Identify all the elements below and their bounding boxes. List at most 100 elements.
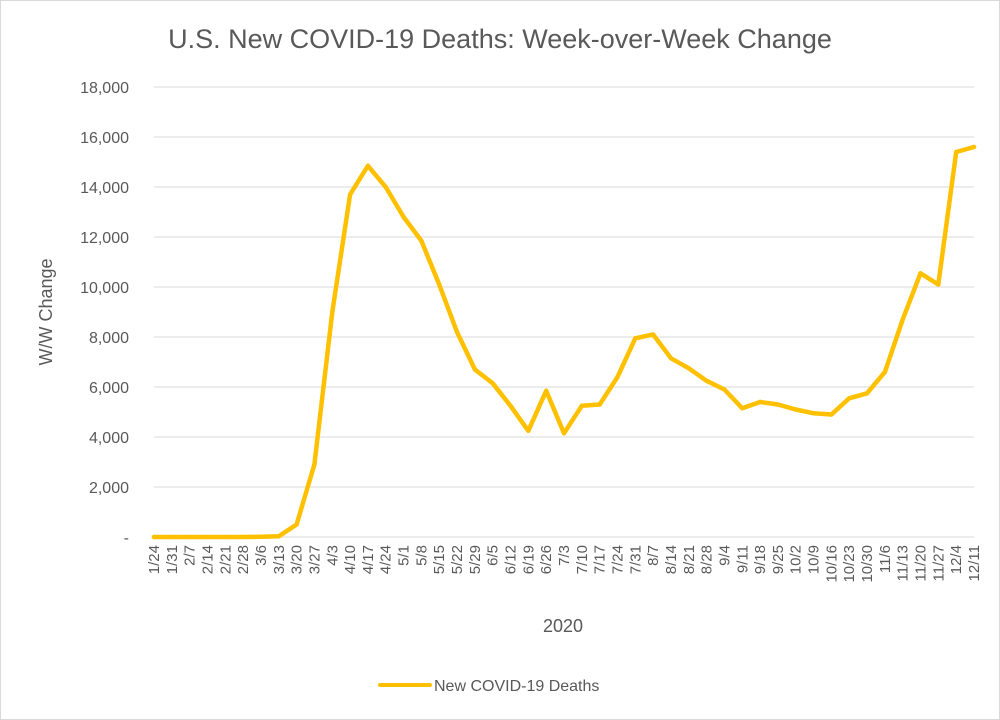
data-point: [847, 396, 852, 401]
chart-title: U.S. New COVID-19 Deaths: Week-over-Week…: [168, 24, 832, 54]
data-point: [704, 378, 709, 383]
data-point: [454, 329, 460, 335]
data-point: [437, 282, 442, 287]
x-tick-label: 7/17: [592, 545, 609, 574]
x-tick-label: 5/29: [467, 545, 484, 574]
x-tick-label: 10/23: [841, 545, 858, 583]
data-point: [294, 522, 299, 527]
data-point: [508, 403, 513, 408]
x-tick-label: 7/24: [609, 545, 626, 574]
x-tick-label: 11/6: [877, 545, 894, 573]
x-tick-label: 12/11: [966, 545, 983, 581]
data-point: [740, 406, 745, 411]
y-axis-label: W/W Change: [36, 258, 56, 365]
series-line: [151, 144, 977, 540]
data-point: [597, 402, 602, 407]
data-point: [365, 163, 371, 168]
x-tick-label: 10/30: [859, 545, 876, 583]
y-tick-label: 2,000: [89, 480, 129, 497]
y-tick-label: 18,000: [80, 80, 129, 97]
x-tick-label: 4/3: [324, 545, 341, 566]
data-point: [650, 332, 656, 337]
y-axis-ticks: - 2,000 4,000 6,000 8,000 10,000 12,000 14,000 1…: [80, 80, 129, 547]
x-tick-label: 4/10: [342, 545, 359, 574]
legend-label: New COVID-19 Deaths: [434, 678, 599, 695]
y-tick-label: 4,000: [89, 430, 129, 447]
x-tick-label: 7/10: [574, 545, 591, 574]
data-point: [526, 428, 531, 433]
x-tick-label: 9/4: [716, 545, 733, 566]
x-tick-label: 7/3: [556, 545, 573, 566]
x-tick-label: 10/16: [823, 545, 840, 583]
x-axis-label: 2020: [543, 616, 583, 636]
data-point: [971, 144, 977, 150]
x-tick-label: 4/17: [360, 545, 377, 574]
x-tick-label: 11/27: [930, 545, 947, 581]
x-tick-label: 6/5: [485, 545, 502, 566]
data-point: [722, 387, 727, 392]
data-point: [633, 336, 638, 341]
data-point: [668, 356, 674, 361]
data-point: [258, 534, 264, 539]
data-point: [936, 282, 941, 287]
x-tick-label: 2/28: [235, 545, 252, 574]
x-tick-label: 3/6: [253, 545, 270, 566]
x-tick-label: 9/18: [752, 545, 769, 574]
data-point: [864, 391, 870, 396]
y-tick-label: 16,000: [80, 130, 129, 147]
data-point: [953, 149, 959, 155]
data-point: [347, 192, 353, 197]
data-point: [918, 271, 923, 276]
x-tick-label: 8/21: [681, 545, 698, 574]
data-point: [169, 534, 175, 540]
data-point: [187, 534, 192, 540]
data-point: [900, 317, 905, 322]
data-point: [205, 534, 210, 540]
data-point: [543, 388, 549, 393]
x-tick-label: 5/15: [431, 545, 448, 574]
x-tick-label: 3/27: [306, 545, 323, 574]
x-tick-label: 12/4: [948, 545, 965, 574]
x-tick-label: 2/14: [199, 545, 216, 574]
x-tick-label: 2/7: [182, 545, 199, 566]
x-tick-label: 3/20: [289, 545, 306, 574]
y-tick-label: 14,000: [80, 180, 129, 197]
data-point: [579, 403, 585, 408]
x-tick-label: 1/24: [146, 545, 163, 574]
x-axis-ticks: 1/24 1/31 2/7 2/14 2/21 2/28 3/6 3/13 3/20 3/27 4/…: [146, 545, 983, 583]
data-point: [615, 374, 620, 380]
data-point: [472, 367, 478, 372]
y-tick-label: 12,000: [80, 230, 129, 247]
x-tick-label: 9/25: [770, 545, 787, 574]
x-tick-label: 9/11: [734, 545, 751, 573]
gridlines: [154, 86, 974, 538]
x-tick-label: 8/14: [663, 545, 680, 574]
data-point: [276, 534, 281, 539]
x-tick-label: 2/21: [217, 545, 234, 574]
series-layer: [151, 144, 977, 540]
x-tick-label: 10/2: [788, 545, 805, 574]
x-tick-label: 11/20: [913, 545, 930, 581]
data-point: [793, 407, 798, 412]
data-point: [686, 366, 691, 371]
x-tick-label: 5/8: [413, 545, 430, 566]
data-point: [419, 238, 424, 243]
x-tick-label: 1/31: [164, 545, 181, 574]
data-point: [401, 214, 406, 220]
x-tick-label: 7/31: [627, 545, 644, 574]
x-tick-label: 5/1: [396, 545, 413, 566]
y-tick-label: 10,000: [80, 280, 129, 297]
data-point: [882, 369, 888, 375]
x-tick-label: 6/19: [520, 545, 537, 574]
data-point: [330, 309, 335, 315]
legend: New COVID-19 Deaths: [378, 678, 599, 695]
x-tick-label: 11/13: [895, 545, 912, 581]
data-point: [312, 462, 317, 467]
x-tick-label: 6/12: [503, 545, 520, 574]
x-tick-label: 8/28: [699, 545, 716, 574]
y-tick-label: 6,000: [89, 380, 129, 397]
data-point: [811, 411, 816, 416]
data-point: [829, 412, 834, 417]
